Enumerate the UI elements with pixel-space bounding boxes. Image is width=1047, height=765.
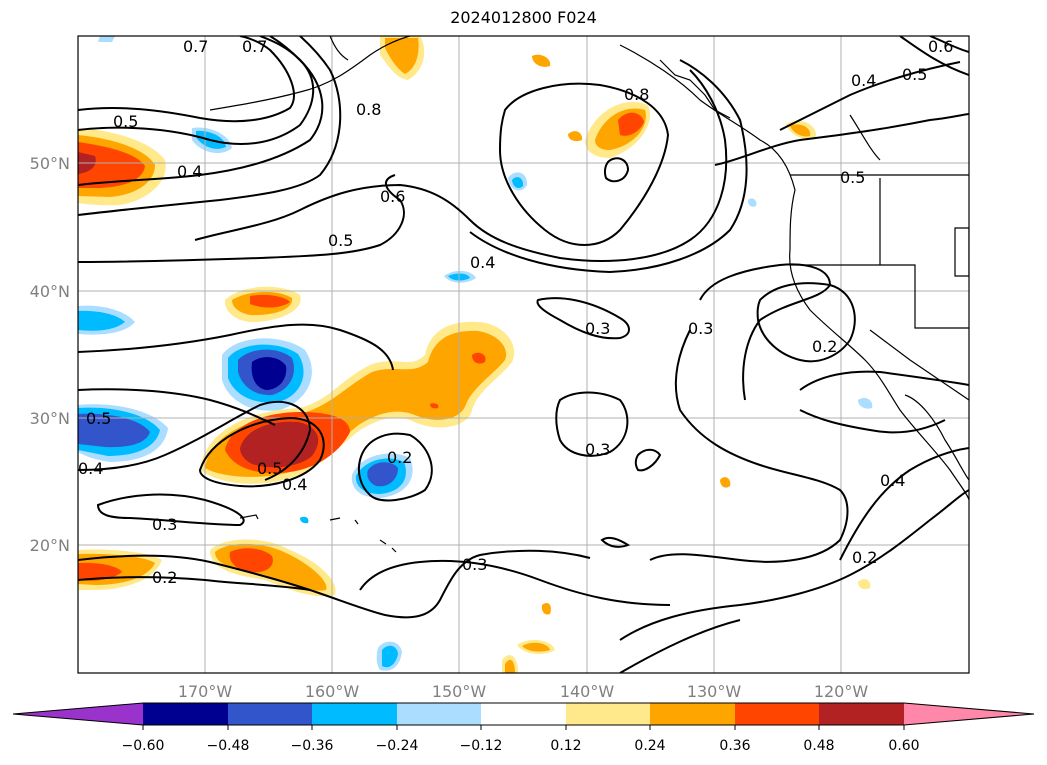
contour-label: 0.5 <box>328 231 353 250</box>
contour-label: 0.4 <box>177 162 202 181</box>
contour-label: 0.5 <box>257 459 282 478</box>
colorbar-extend-low <box>13 703 143 725</box>
lon-label-170w: 170°W <box>178 682 233 701</box>
contour-label: 0.3 <box>585 319 610 338</box>
contour-label: 0.3 <box>688 319 713 338</box>
colorbar-tick-label: 0.48 <box>803 738 834 754</box>
colorbar-tick-label: 0.24 <box>634 738 665 754</box>
longitude-axis: 170°W 160°W 150°W 140°W 130°W 120°W <box>178 682 869 701</box>
contour-label: 0.4 <box>470 253 495 272</box>
contour-label: 0.3 <box>585 440 610 459</box>
lat-label-20n: 20°N <box>30 536 70 555</box>
contour-label: 0.7 <box>242 37 267 56</box>
contour-label: 0.4 <box>880 471 905 490</box>
map-title: 2024012800 F024 <box>450 8 597 27</box>
latitude-axis: 20°N 30°N 40°N 50°N <box>30 154 70 555</box>
contour-label: 0.4 <box>78 459 103 478</box>
colorbar-segment <box>650 703 735 725</box>
contour-label: 0.3 <box>152 515 177 534</box>
colorbar-segment <box>481 703 566 725</box>
colorbar-tick-label: 0.12 <box>550 738 581 754</box>
contour-label: 0.3 <box>462 555 487 574</box>
lat-label-30n: 30°N <box>30 409 70 428</box>
contour-label: 0.2 <box>152 568 177 587</box>
colorbar-tick-label: −0.24 <box>376 738 419 754</box>
contour-label: 0.7 <box>183 37 208 56</box>
contour-label: 0.5 <box>86 409 111 428</box>
lat-label-50n: 50°N <box>30 154 70 173</box>
colorbar-extend-high <box>904 703 1034 725</box>
lon-label-150w: 150°W <box>432 682 487 701</box>
colorbar-segment <box>143 703 228 725</box>
contour-label: 0.4 <box>851 71 876 90</box>
colorbar-tick-label: 0.36 <box>719 738 750 754</box>
lon-label-140w: 140°W <box>560 682 615 701</box>
contour-label: 0.6 <box>928 37 953 56</box>
colorbar: −0.60 −0.48 −0.36 −0.24 −0.12 0.12 0.24 … <box>12 702 1035 754</box>
colorbar-segment <box>312 703 397 725</box>
lon-label-160w: 160°W <box>305 682 360 701</box>
colorbar-segment <box>735 703 819 725</box>
colorbar-tick-label: −0.60 <box>122 738 165 754</box>
colorbar-segment <box>566 703 650 725</box>
lat-label-40n: 40°N <box>30 282 70 301</box>
coastlines <box>209 36 969 553</box>
colorbar-segment <box>397 703 481 725</box>
lon-label-130w: 130°W <box>687 682 742 701</box>
contour-label: 0.4 <box>282 475 307 494</box>
contour-label: 0.2 <box>852 548 877 567</box>
contour-label: 0.5 <box>902 65 927 84</box>
colorbar-segment <box>228 703 312 725</box>
colorbar-tick-label: −0.36 <box>291 738 334 754</box>
colorbar-segment <box>819 703 904 725</box>
colorbar-tick-label: 0.60 <box>888 738 919 754</box>
contour-label: 0.8 <box>624 85 649 104</box>
contour-label: 0.6 <box>380 187 405 206</box>
lon-label-120w: 120°W <box>814 682 869 701</box>
contour-label: 0.5 <box>840 168 865 187</box>
contour-label: 0.2 <box>387 448 412 467</box>
contour-label: 0.2 <box>812 337 837 356</box>
contour-label: 0.8 <box>356 100 381 119</box>
map-frame <box>77 35 970 674</box>
contour-label: 0.5 <box>113 112 138 131</box>
colorbar-tick-label: −0.12 <box>460 738 503 754</box>
contour-lines <box>78 36 969 673</box>
colorbar-tick-label: −0.48 <box>207 738 250 754</box>
contour-label-group: 0.7 0.7 0.8 0.8 0.5 0.4 0.6 0.5 0.4 0.4 … <box>78 37 953 587</box>
